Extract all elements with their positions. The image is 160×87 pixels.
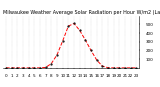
Text: Milwaukee Weather Average Solar Radiation per Hour W/m2 (Last 24 Hours): Milwaukee Weather Average Solar Radiatio…: [3, 10, 160, 15]
